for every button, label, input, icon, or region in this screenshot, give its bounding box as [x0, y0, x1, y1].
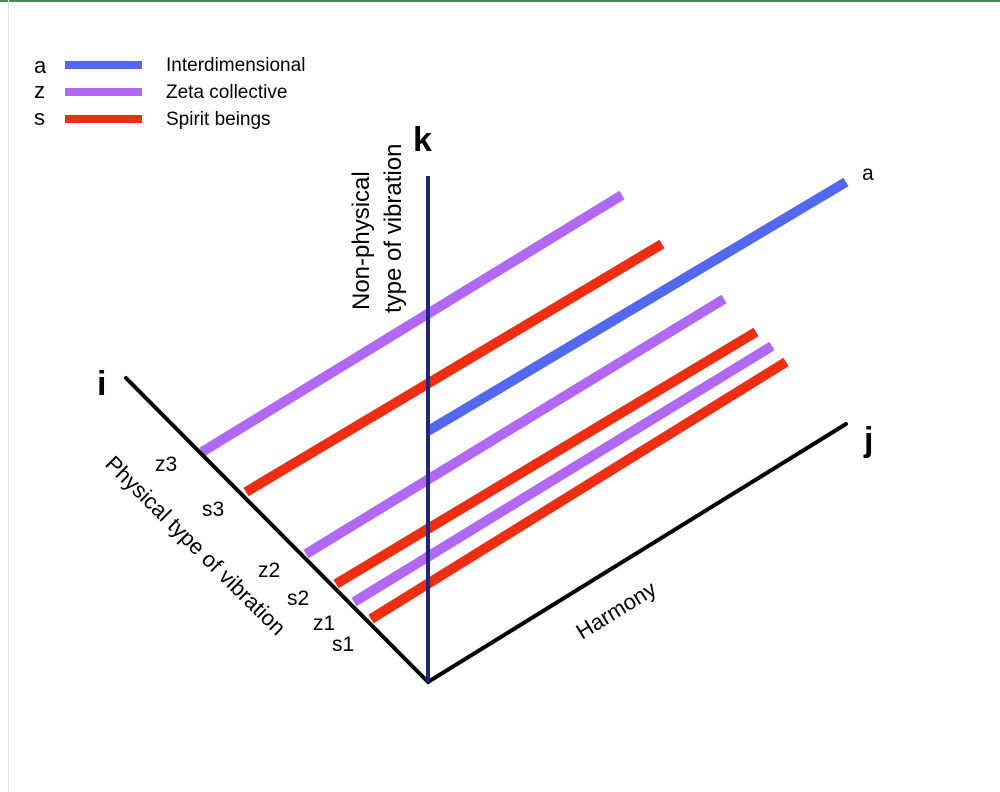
axis-i-letter: i: [97, 365, 106, 403]
origin-label-s3: s3: [202, 498, 224, 521]
origin-labels: z3 s3 z2 s2 z1 s1: [155, 453, 354, 656]
line-z1: [351, 341, 775, 607]
axes: [124, 176, 848, 684]
origin-label-z2: z2: [258, 559, 280, 582]
legend-key-a: a: [34, 53, 47, 78]
frame-left-border: [8, 0, 9, 792]
legend: a Interdimensional z Zeta collective s S…: [34, 53, 305, 130]
line-a: [425, 177, 849, 436]
vibration-lines: [199, 177, 849, 624]
origin-label-z1: z1: [313, 612, 335, 635]
line-z3: [199, 190, 625, 457]
legend-item-spirit-beings: s Spirit beings: [34, 105, 271, 130]
axis-k-title-line2: type of vibration: [380, 144, 407, 313]
legend-label-interdimensional: Interdimensional: [166, 55, 305, 76]
line-a-end-label: a: [862, 162, 874, 185]
line-z2: [303, 294, 727, 559]
line-s1: [368, 357, 789, 624]
legend-label-zeta-collective: Zeta collective: [166, 82, 287, 103]
legend-key-z: z: [34, 78, 45, 103]
frame-top-border: [0, 0, 1000, 2]
line-s3: [243, 239, 665, 497]
axis-j-letter: j: [863, 421, 873, 459]
legend-item-zeta-collective: z Zeta collective: [34, 78, 287, 103]
line-s2: [333, 327, 759, 589]
origin-label-s2: s2: [287, 587, 309, 610]
axis-k-letter: k: [413, 121, 432, 159]
axis-j: [426, 422, 848, 684]
origin-label-z3: z3: [155, 453, 177, 476]
axis-i: [124, 376, 430, 684]
legend-key-s: s: [34, 105, 45, 130]
legend-label-spirit-beings: Spirit beings: [166, 109, 271, 130]
axis-k-title-line1: Non-physical: [348, 171, 375, 310]
origin-label-s1: s1: [332, 633, 354, 656]
legend-item-interdimensional: a Interdimensional: [34, 53, 305, 78]
